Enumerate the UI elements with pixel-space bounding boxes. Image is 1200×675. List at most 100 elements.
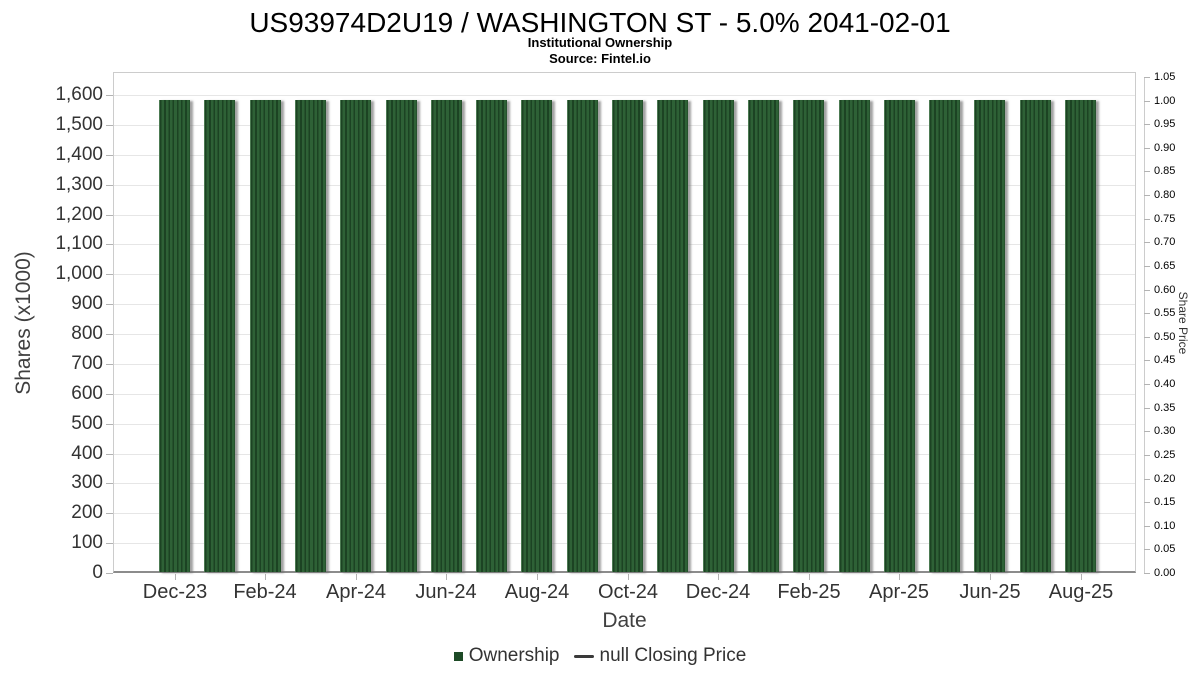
ownership-bar (1020, 100, 1051, 572)
y-axis-tick-label-left: 400 (71, 443, 103, 464)
x-axis-tick-label: Feb-24 (233, 581, 297, 603)
y-axis-tick-label-right: 0.65 (1154, 260, 1176, 272)
y-axis-tick-right (1144, 77, 1150, 78)
y-axis-tick-left (106, 274, 113, 275)
y-axis-tick-right (1144, 195, 1150, 196)
y-axis-tick-label-right: 0.25 (1154, 449, 1176, 461)
ownership-bar (1065, 100, 1096, 572)
y-axis-tick-right (1144, 549, 1150, 550)
y-axis-tick-label-left: 1,000 (55, 263, 103, 284)
y-axis-tick-right (1144, 526, 1150, 527)
y-axis-tick-left (106, 215, 113, 216)
y-axis-tick-label-left: 1,600 (55, 84, 103, 105)
ownership-bar (386, 100, 417, 572)
y-axis-tick-label-left: 1,500 (55, 114, 103, 135)
x-axis-tick (356, 574, 357, 580)
plot-area (113, 72, 1136, 573)
ownership-bar (929, 100, 960, 572)
ownership-bar (612, 100, 643, 572)
y-axis-tick-left (106, 573, 113, 574)
y-axis-tick-right (1144, 148, 1150, 149)
y-axis-tick-right (1144, 408, 1150, 409)
legend-label-closing-price: null Closing Price (599, 645, 747, 666)
x-axis-tick-label: Oct-24 (597, 581, 659, 603)
ownership-bar (159, 100, 190, 572)
y-axis-tick-label-right: 0.85 (1154, 165, 1176, 177)
ownership-bar (431, 100, 462, 572)
x-axis-tick-label: Apr-25 (868, 581, 930, 603)
x-axis-tick (809, 574, 810, 580)
y-axis-tick-label-right: 0.80 (1154, 189, 1176, 201)
y-axis-tick-right (1144, 384, 1150, 385)
y-axis-tick-label-right: 1.00 (1154, 95, 1176, 107)
y-axis-tick-label-right: 0.60 (1154, 284, 1176, 296)
y-axis-tick-label-right: 0.05 (1154, 543, 1176, 555)
ownership-bar (657, 100, 688, 572)
y-axis-tick-right (1144, 101, 1150, 102)
y-axis-tick-label-right: 0.00 (1154, 567, 1176, 579)
ownership-bar (521, 100, 552, 572)
ownership-bar (793, 100, 824, 572)
ownership-bar (567, 100, 598, 572)
x-axis-tick-label: Feb-25 (777, 581, 841, 603)
y-axis-tick-label-left: 1,400 (55, 144, 103, 165)
x-axis-tick-label: Aug-25 (1048, 581, 1114, 603)
y-axis-tick-right (1144, 266, 1150, 267)
gridline (114, 95, 1135, 96)
y-axis-tick-label-right: 0.95 (1154, 118, 1176, 130)
y-axis-tick-label-right: 0.90 (1154, 142, 1176, 154)
x-axis-tick (537, 574, 538, 580)
y-axis-line-right (1144, 77, 1145, 573)
y-axis-tick-right (1144, 502, 1150, 503)
y-axis-tick-left (106, 334, 113, 335)
legend-label-ownership: Ownership (468, 645, 560, 666)
y-axis-tick-label-left: 300 (71, 472, 103, 493)
y-axis-tick-right (1144, 290, 1150, 291)
x-axis-tick-label: Jun-25 (959, 581, 1021, 603)
y-axis-tick-left (106, 155, 113, 156)
y-axis-tick-label-left: 700 (71, 353, 103, 374)
y-axis-tick-left (106, 483, 113, 484)
y-axis-tick-label-left: 100 (71, 532, 103, 553)
x-axis-tick (265, 574, 266, 580)
y-axis-tick-label-right: 0.10 (1154, 520, 1176, 532)
ownership-bar (476, 100, 507, 572)
y-axis-tick-left (106, 543, 113, 544)
y-axis-tick-label-left: 900 (71, 293, 103, 314)
chart-source: Source: Fintel.io (549, 51, 651, 66)
y-axis-tick-left (106, 95, 113, 96)
x-axis-tick (899, 574, 900, 580)
x-axis-tick (628, 574, 629, 580)
y-axis-tick-label-right: 0.20 (1154, 473, 1176, 485)
x-axis-tick-label: Apr-24 (325, 581, 387, 603)
x-axis-tick-label: Dec-23 (142, 581, 208, 603)
x-axis-title: Date (602, 609, 647, 632)
y-axis-tick-label-right: 0.45 (1154, 354, 1176, 366)
legend-item-ownership[interactable]: Ownership (453, 645, 560, 667)
y-axis-tick-left (106, 424, 113, 425)
ownership-bar (748, 100, 779, 572)
legend-item-closing-price[interactable]: null Closing Price (573, 645, 747, 667)
chart-subtitle: Institutional Ownership (527, 35, 673, 50)
ownership-bar (295, 100, 326, 572)
x-axis-tick (446, 574, 447, 580)
ownership-bar (703, 100, 734, 572)
ownership-bar (204, 100, 235, 572)
y-axis-tick-label-right: 0.30 (1154, 425, 1176, 437)
y-axis-tick-label-right: 0.50 (1154, 331, 1176, 343)
y-axis-tick-label-left: 200 (71, 502, 103, 523)
closing-price-series-line-icon (573, 654, 594, 658)
y-axis-tick-right (1144, 573, 1150, 574)
y-axis-tick-label-left: 600 (71, 383, 103, 404)
y-axis-tick-left (106, 244, 113, 245)
y-axis-tick-label-right: 0.15 (1154, 496, 1176, 508)
y-axis-tick-label-left: 1,200 (55, 204, 103, 225)
y-axis-tick-left (106, 364, 113, 365)
y-axis-tick-right (1144, 313, 1150, 314)
x-axis-tick-label: Dec-24 (685, 581, 751, 603)
y-axis-tick-right (1144, 219, 1150, 220)
ownership-bar (839, 100, 870, 572)
y-axis-tick-label-right: 1.05 (1154, 71, 1176, 83)
